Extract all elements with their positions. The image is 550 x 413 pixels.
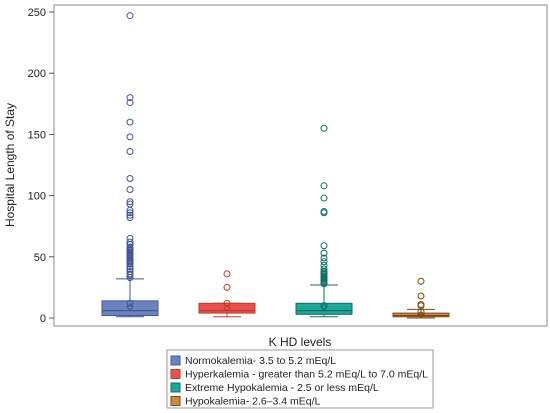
legend-label-1: Normokalemia- 3.5 to 5.2 mEq/L [185, 355, 336, 367]
y-axis-label: Hospital Length of Stay [3, 103, 17, 227]
y-tick-label-250: 250 [28, 7, 46, 19]
outlier-point [320, 254, 328, 262]
outlier-point [126, 99, 134, 107]
outlier-point [320, 194, 328, 202]
box-1 [101, 12, 159, 318]
outlier-point [223, 270, 231, 278]
y-tick-label-0: 0 [40, 313, 46, 325]
outlier-point [223, 283, 231, 291]
legend: K HD levels Normokalemia- 3.5 to 5.2 mEq… [166, 335, 434, 409]
legend-box [166, 349, 434, 409]
outlier-point [126, 209, 134, 217]
outlier-point [417, 292, 425, 300]
outlier-point [320, 182, 328, 190]
outlier-point [126, 243, 134, 251]
outlier-point [126, 94, 134, 102]
outlier-point [320, 258, 328, 266]
outlier-point [320, 208, 328, 216]
legend-swatch-2 [170, 369, 181, 379]
legend-swatch-3 [170, 382, 181, 393]
outlier-point [126, 299, 134, 307]
outlier-point [126, 198, 134, 206]
outlier-point [223, 299, 231, 307]
outlier-point [320, 265, 328, 273]
outlier-point [126, 148, 134, 156]
box-body [101, 300, 159, 317]
outlier-point [126, 185, 134, 193]
outlier-point [126, 234, 134, 242]
outlier-point [320, 242, 328, 250]
outlier-point [320, 124, 328, 132]
outlier-point [126, 200, 134, 208]
boxes-group [101, 12, 450, 319]
y-tick-label-200: 200 [28, 68, 46, 80]
box-2 [198, 270, 256, 318]
box-4 [392, 277, 450, 319]
outlier-point [126, 270, 134, 278]
legend-label-4: Hypokalemia- 2.6–3.4 mEq/L [185, 396, 321, 408]
legend-items: Normokalemia- 3.5 to 5.2 mEq/L Hyperkalem… [170, 355, 428, 408]
legend-label-2: Hyperkalemia - greater than 5.2 mEq/L to… [185, 369, 428, 381]
outlier-point [320, 302, 328, 310]
legend-swatch-1 [170, 355, 181, 366]
legend-swatch-4 [170, 396, 181, 406]
outlier-point [126, 267, 134, 275]
box-body [198, 302, 256, 314]
outlier-point [126, 133, 134, 141]
outlier-point [417, 301, 425, 309]
outlier-point [126, 238, 134, 246]
outlier-point [126, 211, 134, 219]
legend-label-3: Extreme Hypokalemia - 2.5 or less mEq/L [185, 382, 379, 394]
box-3 [295, 124, 353, 318]
outlier-point [126, 214, 134, 222]
mean-marker [223, 304, 231, 312]
mean-marker [320, 303, 328, 311]
outlier-point [126, 174, 134, 182]
y-tick-label-50: 50 [34, 252, 46, 264]
y-tick-label-150: 150 [28, 129, 46, 141]
outlier-point [320, 261, 328, 269]
y-tick-label-100: 100 [28, 191, 46, 203]
outlier-point [417, 277, 425, 285]
outlier-point [126, 118, 134, 126]
y-axis: 0 50 100 150 200 250 [28, 7, 54, 325]
outlier-point [320, 249, 328, 257]
plot-area [53, 4, 548, 327]
outlier-point [126, 12, 134, 20]
legend-title: K HD levels [269, 335, 332, 349]
mean-marker [417, 310, 425, 319]
